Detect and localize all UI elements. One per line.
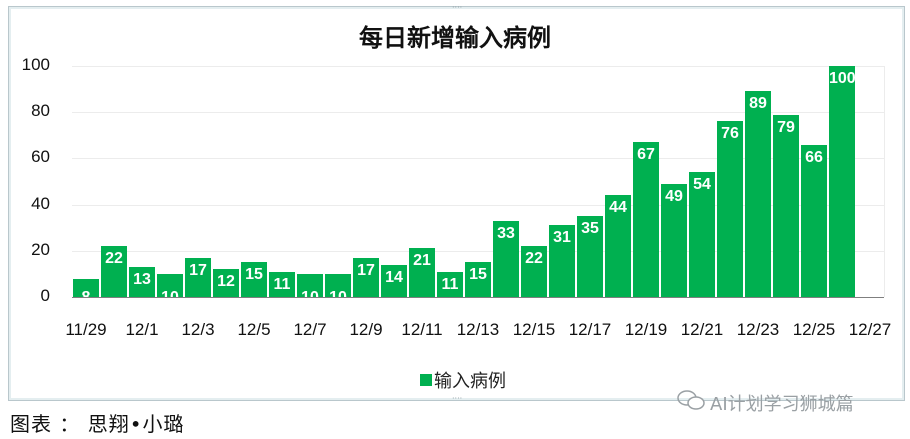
bar: 22 — [101, 246, 127, 297]
bar-value-label: 21 — [413, 252, 431, 270]
x-tick-label: 11/29 — [65, 320, 107, 339]
bar-value-label: 89 — [749, 95, 767, 113]
x-tick-label: 12/19 — [624, 320, 668, 339]
bar-value-label: 14 — [385, 268, 403, 286]
plot-border — [884, 66, 885, 297]
x-tick-label: 12/17 — [568, 320, 612, 339]
bar: 33 — [493, 220, 519, 297]
x-tick-label: 12/11 — [401, 320, 443, 339]
watermark: AI计划学习狮城篇 — [676, 389, 854, 416]
x-tick-label: 12/1 — [125, 320, 159, 339]
bar: 54 — [689, 172, 715, 297]
gridline — [72, 250, 884, 252]
y-tick-label: 60 — [31, 147, 50, 167]
bar: 17 — [353, 257, 379, 297]
bar-value-label: 8 — [73, 289, 99, 297]
bar: 21 — [409, 248, 435, 297]
bar: 8 — [73, 278, 99, 297]
resize-handle-bottom[interactable]: ···· — [452, 394, 463, 403]
bar: 89 — [745, 91, 771, 297]
bar: 14 — [381, 264, 407, 297]
bar: 15 — [465, 262, 491, 297]
bar: 15 — [241, 262, 267, 297]
bar: 12 — [213, 269, 239, 297]
x-tick-label: 12/13 — [456, 320, 500, 339]
bar: 11 — [437, 271, 463, 297]
bar: 79 — [773, 114, 799, 297]
x-axis-line — [72, 297, 884, 298]
bar-value-label: 12 — [217, 273, 235, 291]
bar-value-label: 31 — [553, 229, 571, 247]
bar-value-label: 10 — [325, 289, 351, 297]
gridline — [72, 66, 884, 67]
x-tick-label: 12/27 — [848, 320, 892, 339]
wechat-icon — [676, 389, 706, 416]
bar: 10 — [297, 273, 323, 297]
bar-value-label: 66 — [805, 148, 823, 166]
bar: 10 — [325, 273, 351, 297]
bar-value-label: 33 — [497, 224, 515, 242]
bar: 66 — [801, 144, 827, 297]
bar-value-label: 54 — [693, 176, 711, 194]
gridline — [72, 158, 884, 160]
y-tick-label: 80 — [31, 101, 50, 121]
bar-value-label: 13 — [133, 270, 151, 288]
bar-value-label: 10 — [297, 289, 323, 297]
x-tick-label: 12/3 — [181, 320, 215, 339]
bar-value-label: 67 — [637, 146, 655, 164]
y-tick-label: 100 — [21, 55, 50, 74]
bar: 76 — [717, 121, 743, 297]
bar-value-label: 15 — [245, 266, 263, 284]
y-tick-label: 40 — [31, 193, 50, 213]
bar-value-label: 17 — [189, 261, 207, 279]
bar-value-label: 11 — [273, 275, 291, 293]
bar-value-label: 49 — [665, 187, 683, 205]
gridline — [72, 204, 884, 206]
x-tick-label: 12/9 — [349, 320, 383, 339]
x-tick-label: 12/7 — [293, 320, 327, 339]
bar: 31 — [549, 225, 575, 297]
bar-value-label: 10 — [157, 289, 183, 297]
x-tick-label: 12/15 — [512, 320, 556, 339]
x-tick-label: 12/21 — [680, 320, 724, 339]
x-tick-label: 12/5 — [237, 320, 271, 339]
watermark-text: AI计划学习狮城篇 — [710, 393, 854, 415]
chart-title: 每日新增输入病例 — [359, 24, 551, 52]
bar: 49 — [661, 183, 687, 297]
y-tick-label: 20 — [31, 239, 50, 259]
bar-value-label: 15 — [469, 266, 487, 284]
bar-value-label: 22 — [525, 250, 543, 268]
bar: 35 — [577, 216, 603, 297]
bar-value-label: 35 — [581, 220, 599, 238]
bar: 67 — [633, 142, 659, 297]
bar-value-label: 44 — [609, 199, 627, 217]
bar: 44 — [605, 195, 631, 297]
bar: 13 — [129, 266, 155, 297]
bar: 17 — [185, 257, 211, 297]
gridline — [72, 112, 884, 114]
bar: 22 — [521, 246, 547, 297]
x-tick-label: 12/23 — [736, 320, 780, 339]
bar-value-label: 11 — [441, 275, 459, 293]
bar-value-label: 22 — [105, 250, 123, 268]
x-tick-label: 12/25 — [792, 320, 836, 339]
legend: 输入病例 — [420, 367, 506, 393]
resize-handle-top[interactable]: ···· — [452, 3, 463, 12]
legend-swatch — [420, 374, 432, 386]
legend-label: 输入病例 — [434, 371, 506, 392]
bar: 100 — [829, 66, 855, 297]
bar-value-label: 100 — [829, 70, 855, 87]
bar: 10 — [157, 273, 183, 297]
figure-caption: 图表 ： 思翔•小璐 — [10, 412, 185, 436]
bar: 11 — [269, 271, 295, 297]
bar-value-label: 17 — [357, 261, 375, 279]
y-tick-label: 0 — [40, 286, 50, 305]
bar-value-label: 76 — [721, 125, 739, 143]
bar-value-label: 79 — [777, 118, 795, 136]
